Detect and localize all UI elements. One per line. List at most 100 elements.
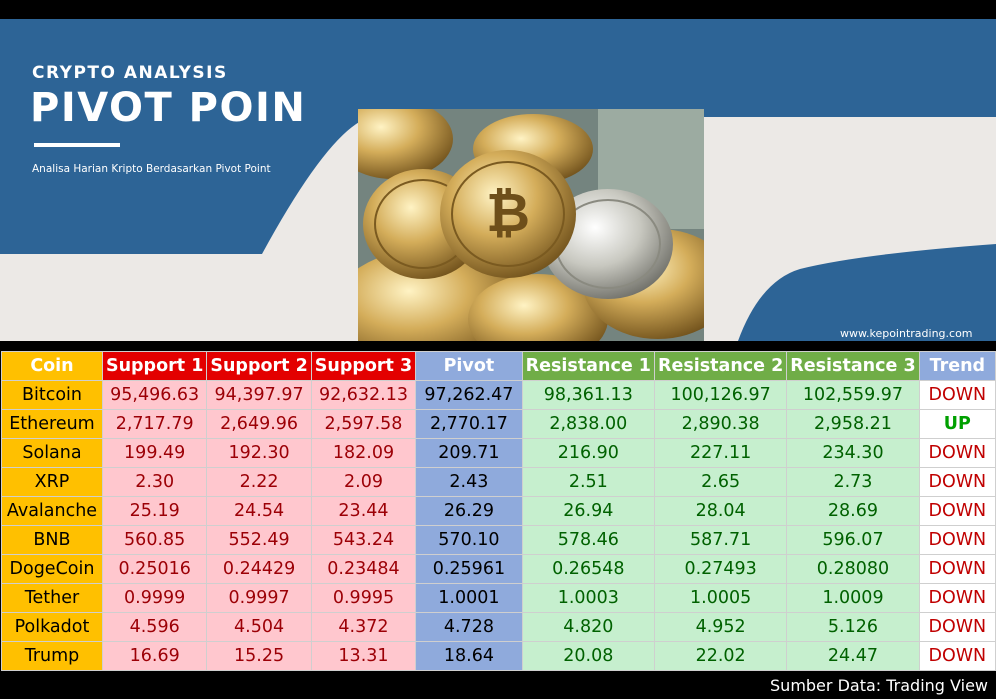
cell-support-1: 2,717.79 bbox=[101, 409, 208, 439]
cell-resistance-3: 5.126 bbox=[786, 612, 920, 642]
cell-support-1: 4.596 bbox=[101, 612, 208, 642]
cell-trend: UP bbox=[918, 409, 996, 439]
cell-trend: DOWN bbox=[918, 467, 996, 497]
cell-coin: Avalanche bbox=[1, 496, 103, 526]
header-resistance-3: Resistance 3 bbox=[786, 351, 920, 381]
header-coin: Coin bbox=[1, 351, 103, 381]
cell-support-1: 2.30 bbox=[101, 467, 208, 497]
cell-support-3: 0.23484 bbox=[310, 554, 417, 584]
crypto-coins-photo: ₿ bbox=[358, 109, 704, 341]
source-footer: Sumber Data: Trading View bbox=[770, 676, 988, 695]
cell-coin: Ethereum bbox=[1, 409, 103, 439]
cell-support-2: 0.9997 bbox=[206, 583, 312, 613]
cell-resistance-2: 587.71 bbox=[653, 525, 788, 555]
cell-coin: DogeCoin bbox=[1, 554, 103, 584]
cell-resistance-1: 4.820 bbox=[521, 612, 655, 642]
banner: CRYPTO ANALYSIS PIVOT POIN Analisa Haria… bbox=[0, 19, 996, 341]
cell-support-2: 94,397.97 bbox=[206, 380, 312, 410]
cell-resistance-2: 2.65 bbox=[653, 467, 788, 497]
cell-trend: DOWN bbox=[918, 612, 996, 642]
cell-pivot: 0.25961 bbox=[415, 554, 523, 584]
cell-coin: Bitcoin bbox=[1, 380, 103, 410]
cell-resistance-3: 1.0009 bbox=[786, 583, 920, 613]
cell-coin: BNB bbox=[1, 525, 103, 555]
header-support-2: Support 2 bbox=[206, 351, 312, 381]
table-row: Solana 199.49 192.30 182.09 209.71 216.90 227.… bbox=[1, 438, 996, 468]
cell-support-3: 13.31 bbox=[310, 641, 417, 671]
cell-trend: DOWN bbox=[918, 380, 996, 410]
cell-resistance-1: 2.51 bbox=[521, 467, 655, 497]
cell-resistance-2: 2,890.38 bbox=[653, 409, 788, 439]
pivot-table-body: Bitcoin 95,496.63 94,397.97 92,632.13 97,262… bbox=[1, 380, 996, 671]
header-pivot: Pivot bbox=[415, 351, 523, 381]
cell-coin: Solana bbox=[1, 438, 103, 468]
cell-resistance-2: 227.11 bbox=[653, 438, 788, 468]
header-support-1: Support 1 bbox=[101, 351, 208, 381]
cell-support-3: 182.09 bbox=[310, 438, 417, 468]
cell-support-2: 24.54 bbox=[206, 496, 312, 526]
cell-resistance-3: 102,559.97 bbox=[786, 380, 920, 410]
cell-support-2: 0.24429 bbox=[206, 554, 312, 584]
table-row: Avalanche 25.19 24.54 23.44 26.29 26.94 28.04 2… bbox=[1, 496, 996, 526]
cell-coin: Polkadot bbox=[1, 612, 103, 642]
cell-resistance-1: 1.0003 bbox=[521, 583, 655, 613]
table-row: XRP 2.30 2.22 2.09 2.43 2.51 2.65 2.73 DOWN bbox=[1, 467, 996, 497]
cell-trend: DOWN bbox=[918, 554, 996, 584]
cell-support-2: 552.49 bbox=[206, 525, 312, 555]
cell-pivot: 4.728 bbox=[415, 612, 523, 642]
cell-support-2: 4.504 bbox=[206, 612, 312, 642]
cell-support-3: 4.372 bbox=[310, 612, 417, 642]
banner-subtitle: Analisa Harian Kripto Berdasarkan Pivot … bbox=[32, 163, 271, 175]
pivot-table: Coin Support 1 Support 2 Support 3 Pivot… bbox=[1, 351, 996, 671]
cell-support-1: 0.25016 bbox=[101, 554, 208, 584]
table-row: Tether 0.9999 0.9997 0.9995 1.0001 1.0003 1.00… bbox=[1, 583, 996, 613]
cell-support-2: 2.22 bbox=[206, 467, 312, 497]
header-resistance-2: Resistance 2 bbox=[653, 351, 788, 381]
header-support-3: Support 3 bbox=[310, 351, 417, 381]
cell-support-3: 543.24 bbox=[310, 525, 417, 555]
cell-pivot: 209.71 bbox=[415, 438, 523, 468]
cell-support-1: 0.9999 bbox=[101, 583, 208, 613]
cell-support-1: 95,496.63 bbox=[101, 380, 208, 410]
cell-resistance-1: 2,838.00 bbox=[521, 409, 655, 439]
cell-resistance-3: 596.07 bbox=[786, 525, 920, 555]
cell-pivot: 18.64 bbox=[415, 641, 523, 671]
cell-resistance-1: 216.90 bbox=[521, 438, 655, 468]
cell-coin: XRP bbox=[1, 467, 103, 497]
table-row: Ethereum 2,717.79 2,649.96 2,597.58 2,770.17… bbox=[1, 409, 996, 439]
cell-support-3: 23.44 bbox=[310, 496, 417, 526]
cell-resistance-1: 26.94 bbox=[521, 496, 655, 526]
cell-resistance-1: 20.08 bbox=[521, 641, 655, 671]
cell-pivot: 26.29 bbox=[415, 496, 523, 526]
cell-support-1: 16.69 bbox=[101, 641, 208, 671]
cell-resistance-3: 2,958.21 bbox=[786, 409, 920, 439]
cell-resistance-2: 1.0005 bbox=[653, 583, 788, 613]
cell-support-3: 2.09 bbox=[310, 467, 417, 497]
cell-support-2: 192.30 bbox=[206, 438, 312, 468]
cell-resistance-1: 0.26548 bbox=[521, 554, 655, 584]
cell-trend: DOWN bbox=[918, 583, 996, 613]
table-row: Polkadot 4.596 4.504 4.372 4.728 4.820 4.952 5.… bbox=[1, 612, 996, 642]
cell-resistance-2: 4.952 bbox=[653, 612, 788, 642]
cell-support-1: 199.49 bbox=[101, 438, 208, 468]
cell-resistance-3: 0.28080 bbox=[786, 554, 920, 584]
header-row: Coin Support 1 Support 2 Support 3 Pivot… bbox=[1, 351, 996, 381]
banner-kicker: CRYPTO ANALYSIS bbox=[32, 63, 228, 83]
header-trend: Trend bbox=[918, 351, 996, 381]
cell-pivot: 2,770.17 bbox=[415, 409, 523, 439]
cell-support-3: 0.9995 bbox=[310, 583, 417, 613]
cell-trend: DOWN bbox=[918, 641, 996, 671]
title-underline bbox=[34, 143, 120, 147]
cell-support-1: 25.19 bbox=[101, 496, 208, 526]
cell-trend: DOWN bbox=[918, 438, 996, 468]
table-row: Trump 16.69 15.25 13.31 18.64 20.08 22.02 24.47… bbox=[1, 641, 996, 671]
cell-pivot: 97,262.47 bbox=[415, 380, 523, 410]
cell-trend: DOWN bbox=[918, 496, 996, 526]
cell-resistance-2: 28.04 bbox=[653, 496, 788, 526]
cell-support-2: 15.25 bbox=[206, 641, 312, 671]
cell-pivot: 570.10 bbox=[415, 525, 523, 555]
table-row: DogeCoin 0.25016 0.24429 0.23484 0.25961 0.26… bbox=[1, 554, 996, 584]
cell-support-3: 92,632.13 bbox=[310, 380, 417, 410]
cell-resistance-2: 22.02 bbox=[653, 641, 788, 671]
cell-resistance-1: 578.46 bbox=[521, 525, 655, 555]
